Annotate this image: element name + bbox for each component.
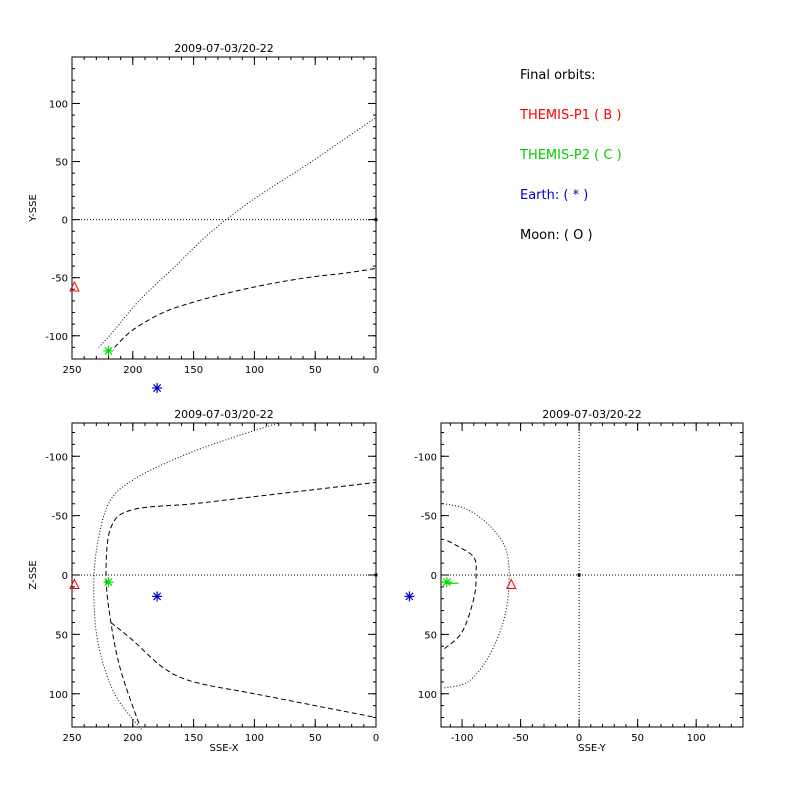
y-tick-label: -100 <box>414 452 437 463</box>
x-tick-label: 100 <box>245 365 264 376</box>
plot-area <box>72 116 377 348</box>
x-tick-label: 0 <box>373 365 379 376</box>
y-tick-label: 50 <box>55 630 68 641</box>
orbit-curve-dotted <box>98 116 377 348</box>
panel-title: 2009-07-03/20-22 <box>174 42 274 55</box>
x-tick-label: 150 <box>184 733 203 744</box>
x-tick-label: 200 <box>123 365 142 376</box>
earth-marker <box>152 383 163 394</box>
asterisk-stroke <box>104 346 113 355</box>
panel-title: 2009-07-03/20-22 <box>542 408 642 421</box>
y-tick-label: 0 <box>431 571 437 582</box>
earth-marker <box>404 591 415 602</box>
y-tick-label: -50 <box>421 512 437 523</box>
y-tick-label: -100 <box>45 332 68 343</box>
orbit-curve-dashed <box>444 538 477 649</box>
legend-heading: Final orbits: <box>520 68 596 83</box>
y-tick-label: -100 <box>45 452 68 463</box>
panel-3: -100 -50 0 50 100 -100 -50 0 50 100 2009-07-03/20-… <box>404 408 744 754</box>
panel-title: 2009-07-03/20-22 <box>174 408 274 421</box>
x-tick-label: 250 <box>62 365 81 376</box>
x-tick-label: 150 <box>184 365 203 376</box>
orbit-curve-dashed <box>105 481 377 724</box>
panel-2: 250 200 150 100 50 0 -100 -50 0 50 100 2009-07-03/2… <box>28 408 379 754</box>
y-tick-label: 50 <box>55 158 68 169</box>
themis-p2-marker <box>103 577 114 588</box>
y-axis-label: Z-SSE <box>28 560 39 589</box>
themis-p2-marker <box>103 345 114 356</box>
moon-marker <box>374 573 378 577</box>
y-tick-label: -50 <box>52 512 68 523</box>
themis-p1-marker <box>69 280 80 292</box>
plot-area <box>441 423 743 727</box>
legend-item-moon: Moon: ( O ) <box>520 228 593 243</box>
x-tick-label: 50 <box>309 365 322 376</box>
orbit-curve-dashed <box>110 622 377 718</box>
asterisk-stroke <box>442 578 451 587</box>
x-tick-label: 0 <box>373 733 379 744</box>
y-tick-label: -50 <box>52 274 68 285</box>
y-tick-label: 100 <box>49 690 68 701</box>
x-axis-label: SSE-Y <box>578 743 606 754</box>
y-tick-label: 100 <box>418 690 437 701</box>
legend-item-themis-p2: THEMIS-P2 ( C ) <box>520 148 622 163</box>
legend-item-earth: Earth: ( * ) <box>520 188 589 203</box>
asterisk-stroke <box>405 592 414 601</box>
x-tick-label: 50 <box>631 733 644 744</box>
x-tick-label: 0 <box>576 733 582 744</box>
x-tick-label: 100 <box>687 733 706 744</box>
themis-p1-marker <box>69 578 80 589</box>
moon-marker <box>374 218 378 222</box>
orbit-curve-dotted <box>444 503 510 689</box>
y-tick-label: 50 <box>424 630 437 641</box>
x-tick-label: -50 <box>512 733 528 744</box>
orbit-curve-dotted <box>93 422 279 730</box>
x-axis-label: SSE-X <box>210 743 239 754</box>
asterisk-stroke <box>153 384 162 393</box>
legend-item-themis-p1: THEMIS-P1 ( B ) <box>520 108 622 123</box>
y-tick-label: 100 <box>49 99 68 110</box>
x-tick-label: -100 <box>451 733 474 744</box>
y-axis-label: Y-SSE <box>28 194 39 223</box>
asterisk-stroke <box>153 592 162 601</box>
x-tick-label: 250 <box>62 733 81 744</box>
earth-marker <box>152 591 163 602</box>
orbit-curve-dashed <box>114 267 377 348</box>
themis-p1-marker <box>505 578 517 589</box>
themis-p2-marker <box>441 577 452 588</box>
y-tick-label: 0 <box>62 216 68 227</box>
plot-frame <box>71 56 377 360</box>
x-tick-label: 50 <box>309 733 322 744</box>
x-tick-label: 200 <box>123 733 142 744</box>
plot-area <box>72 422 377 730</box>
asterisk-stroke <box>104 578 113 587</box>
y-tick-label: 0 <box>62 571 68 582</box>
moon-marker <box>577 573 581 577</box>
panel-1: 250 200 150 100 50 0 -100 -50 0 50 100 2009-07-03/2… <box>28 42 379 394</box>
x-tick-label: 100 <box>245 733 264 744</box>
